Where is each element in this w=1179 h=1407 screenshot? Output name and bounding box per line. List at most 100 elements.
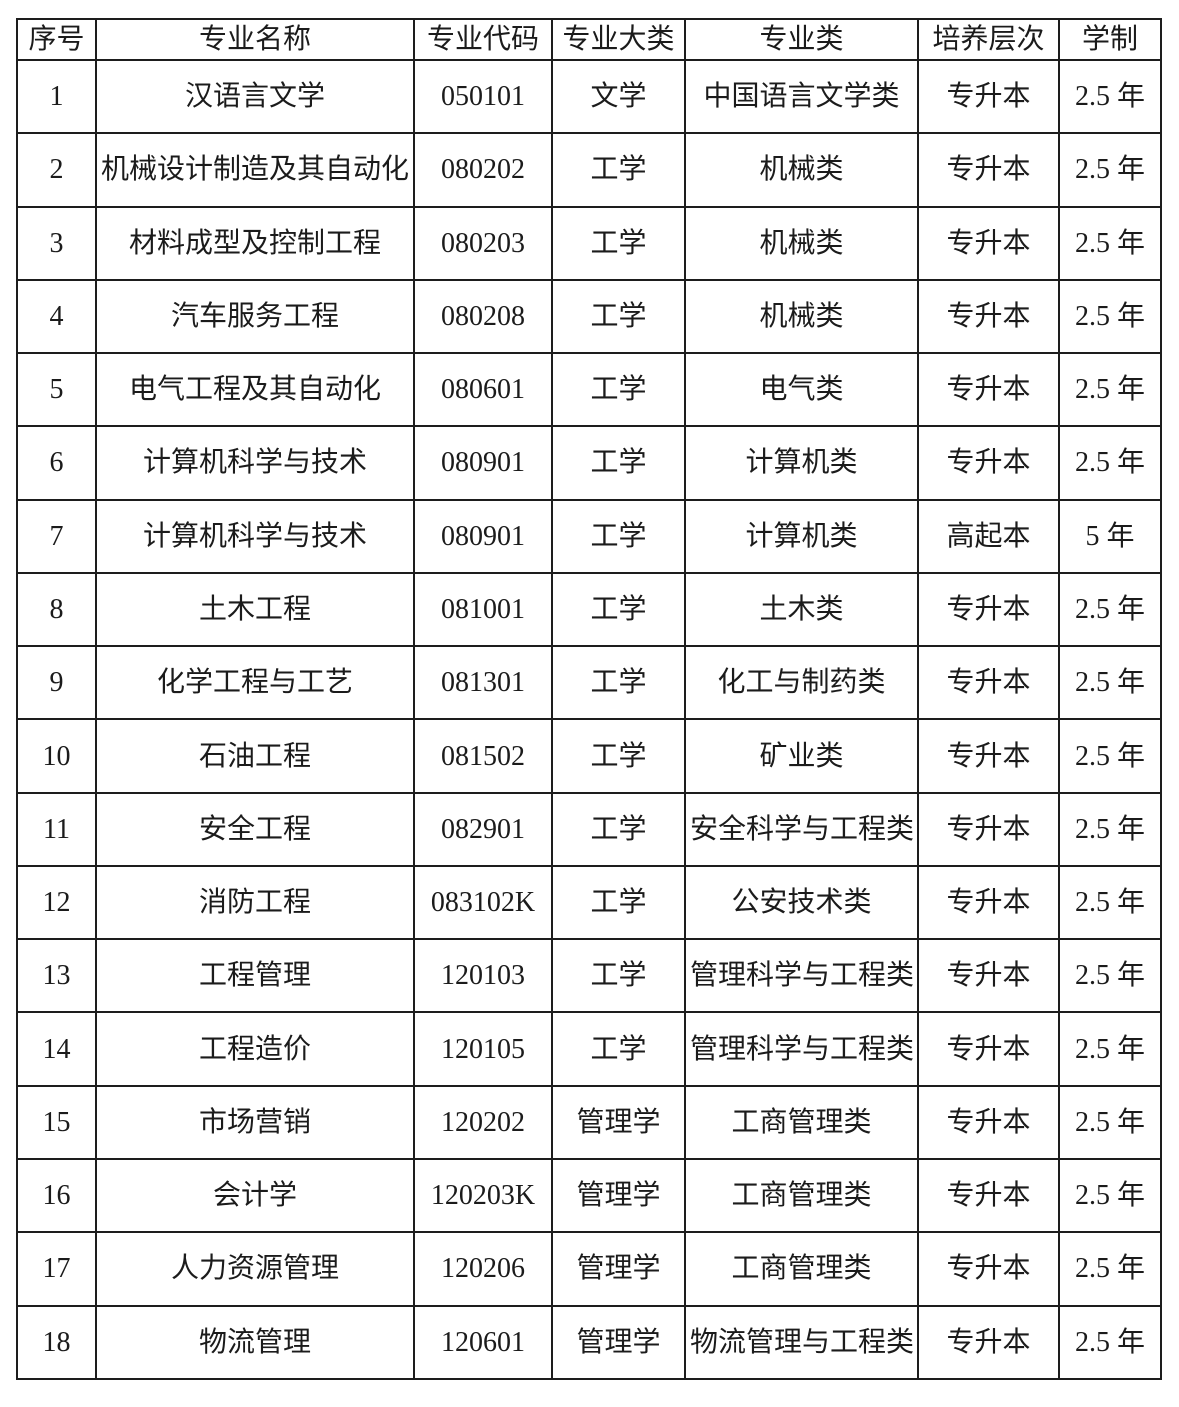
cell-duration: 2.5 年: [1058, 571, 1162, 648]
column-header-code: 专业代码: [413, 18, 553, 61]
cell-category: 工学: [551, 718, 686, 794]
cell-code: 081001: [413, 571, 553, 648]
cell-no: 18: [16, 1304, 97, 1381]
cell-class: 工商管理类: [684, 1231, 919, 1307]
cell-code: 050101: [413, 58, 553, 135]
cell-category: 工学: [551, 132, 686, 208]
table-header-row: 序号 专业名称 专业代码 专业大类 专业类 培养层次 学制: [16, 18, 1162, 61]
table-row: 15 市场营销 120202 管理学 工商管理类 专升本 2.5 年: [16, 1084, 1162, 1160]
cell-code: 120601: [413, 1304, 553, 1381]
cell-duration: 2.5 年: [1058, 425, 1162, 501]
cell-class: 机械类: [684, 132, 919, 208]
cell-category: 工学: [551, 938, 686, 1014]
cell-no: 7: [16, 498, 97, 574]
cell-no: 2: [16, 132, 97, 208]
cell-code: 080901: [413, 425, 553, 501]
cell-level: 专升本: [917, 1304, 1060, 1381]
cell-duration: 2.5 年: [1058, 58, 1162, 135]
cell-code: 080901: [413, 498, 553, 574]
column-header-no: 序号: [16, 18, 97, 61]
cell-class: 中国语言文学类: [684, 58, 919, 135]
cell-name: 机械设计制造及其自动化: [95, 132, 415, 208]
column-header-category: 专业大类: [551, 18, 686, 61]
cell-level: 高起本: [917, 498, 1060, 574]
cell-category: 工学: [551, 278, 686, 355]
cell-category: 工学: [551, 1011, 686, 1087]
cell-level: 专升本: [917, 938, 1060, 1014]
table-row: 10 石油工程 081502 工学 矿业类 专升本 2.5 年: [16, 718, 1162, 794]
cell-duration: 2.5 年: [1058, 938, 1162, 1014]
cell-level: 专升本: [917, 1231, 1060, 1307]
table-row: 5 电气工程及其自动化 080601 工学 电气类 专升本 2.5 年: [16, 352, 1162, 428]
cell-duration: 2.5 年: [1058, 718, 1162, 794]
cell-level: 专升本: [917, 864, 1060, 941]
cell-name: 物流管理: [95, 1304, 415, 1381]
table-row: 6 计算机科学与技术 080901 工学 计算机类 专升本 2.5 年: [16, 425, 1162, 501]
table-body: 1 汉语言文学 050101 文学 中国语言文学类 专升本 2.5 年 2 机械设计制造及其自动…: [16, 58, 1162, 1381]
cell-class: 化工与制药类: [684, 645, 919, 721]
cell-class: 工商管理类: [684, 1157, 919, 1234]
cell-duration: 2.5 年: [1058, 278, 1162, 355]
cell-duration: 2.5 年: [1058, 205, 1162, 281]
cell-class: 管理科学与工程类: [684, 1011, 919, 1087]
cell-level: 专升本: [917, 425, 1060, 501]
cell-code: 120203K: [413, 1157, 553, 1234]
cell-name: 安全工程: [95, 791, 415, 867]
cell-class: 管理科学与工程类: [684, 938, 919, 1014]
column-header-level: 培养层次: [917, 18, 1060, 61]
cell-class: 电气类: [684, 352, 919, 428]
cell-code: 081301: [413, 645, 553, 721]
cell-code: 082901: [413, 791, 553, 867]
cell-code: 120105: [413, 1011, 553, 1087]
cell-class: 机械类: [684, 205, 919, 281]
cell-no: 13: [16, 938, 97, 1014]
cell-category: 工学: [551, 425, 686, 501]
table-row: 1 汉语言文学 050101 文学 中国语言文学类 专升本 2.5 年: [16, 58, 1162, 135]
cell-name: 工程造价: [95, 1011, 415, 1087]
cell-no: 17: [16, 1231, 97, 1307]
cell-category: 工学: [551, 498, 686, 574]
cell-level: 专升本: [917, 718, 1060, 794]
cell-class: 计算机类: [684, 498, 919, 574]
cell-code: 081502: [413, 718, 553, 794]
cell-name: 化学工程与工艺: [95, 645, 415, 721]
cell-duration: 2.5 年: [1058, 864, 1162, 941]
cell-category: 工学: [551, 571, 686, 648]
cell-category: 文学: [551, 58, 686, 135]
cell-class: 公安技术类: [684, 864, 919, 941]
cell-level: 专升本: [917, 1084, 1060, 1160]
cell-level: 专升本: [917, 571, 1060, 648]
cell-no: 5: [16, 352, 97, 428]
cell-duration: 2.5 年: [1058, 791, 1162, 867]
cell-name: 人力资源管理: [95, 1231, 415, 1307]
cell-level: 专升本: [917, 1157, 1060, 1234]
cell-no: 10: [16, 718, 97, 794]
cell-name: 土木工程: [95, 571, 415, 648]
majors-table: 序号 专业名称 专业代码 专业大类 专业类 培养层次 学制 1 汉语言文学 0501…: [16, 18, 1162, 1381]
cell-no: 6: [16, 425, 97, 501]
cell-duration: 2.5 年: [1058, 1304, 1162, 1381]
cell-category: 工学: [551, 352, 686, 428]
cell-code: 080203: [413, 205, 553, 281]
cell-code: 080208: [413, 278, 553, 355]
cell-no: 1: [16, 58, 97, 135]
cell-no: 4: [16, 278, 97, 355]
cell-level: 专升本: [917, 1011, 1060, 1087]
table-row: 13 工程管理 120103 工学 管理科学与工程类 专升本 2.5 年: [16, 938, 1162, 1014]
cell-code: 080601: [413, 352, 553, 428]
cell-category: 管理学: [551, 1157, 686, 1234]
cell-code: 083102K: [413, 864, 553, 941]
cell-name: 市场营销: [95, 1084, 415, 1160]
cell-class: 计算机类: [684, 425, 919, 501]
column-header-name: 专业名称: [95, 18, 415, 61]
cell-code: 080202: [413, 132, 553, 208]
cell-no: 14: [16, 1011, 97, 1087]
cell-no: 12: [16, 864, 97, 941]
cell-level: 专升本: [917, 645, 1060, 721]
cell-name: 汽车服务工程: [95, 278, 415, 355]
cell-code: 120103: [413, 938, 553, 1014]
cell-no: 9: [16, 645, 97, 721]
cell-category: 管理学: [551, 1231, 686, 1307]
cell-duration: 2.5 年: [1058, 352, 1162, 428]
